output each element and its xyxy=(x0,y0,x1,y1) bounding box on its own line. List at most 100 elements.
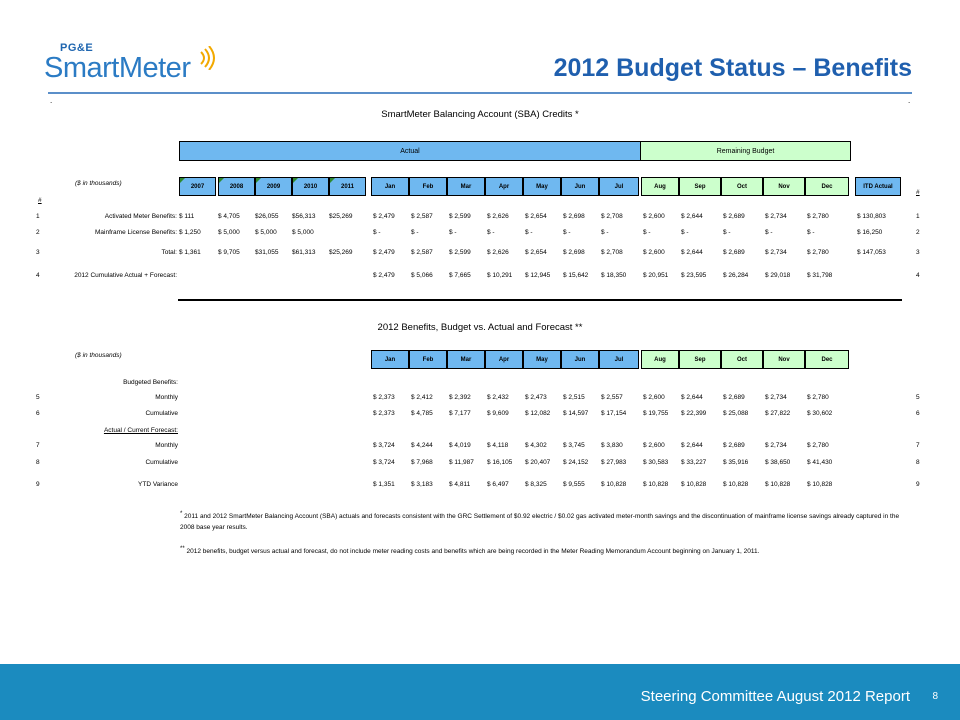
section-separator xyxy=(178,299,902,301)
row-label: Monthly xyxy=(155,394,178,401)
month-header: Aug xyxy=(641,350,679,369)
logo-smartmeter-text: SmartMeter xyxy=(44,52,191,84)
page-title: 2012 Budget Status – Benefits xyxy=(553,54,912,82)
month-header: Dec xyxy=(805,350,849,369)
month-header: Dec xyxy=(805,177,849,196)
table-cell: $ - xyxy=(643,229,651,236)
table-cell: $ 27,983 xyxy=(601,459,627,466)
table-cell: $ 18,350 xyxy=(601,272,627,279)
footnote-text: 2011 and 2012 SmartMeter Balancing Accou… xyxy=(180,513,900,532)
table-cell: $ 2,698 xyxy=(563,249,585,256)
table-cell: $ 2,600 xyxy=(643,442,665,449)
table-cell: $ 16,105 xyxy=(487,459,513,466)
table-cell: $ 12,945 xyxy=(525,272,551,279)
year-header: 2008 xyxy=(218,177,255,196)
month-header: Jul xyxy=(599,177,639,196)
footnote-text: 2012 benefits, budget versus actual and … xyxy=(186,548,760,556)
row-number: 5 xyxy=(916,394,920,401)
footnote-1: * 2011 and 2012 SmartMeter Balancing Acc… xyxy=(180,509,900,533)
footer-report-title: Steering Committee August 2012 Report xyxy=(640,688,910,705)
table2-title: 2012 Benefits, Budget vs. Actual and For… xyxy=(377,322,583,333)
table-cell: $ 2,708 xyxy=(601,249,623,256)
table-cell: $ 2,600 xyxy=(643,394,665,401)
table-cell: $ 2,780 xyxy=(807,394,829,401)
table-cell: $ - xyxy=(563,229,571,236)
units-label: ($ in thousands) xyxy=(75,180,122,187)
row-label: Cumulative xyxy=(145,459,178,466)
remaining-budget-band: Remaining Budget xyxy=(640,141,851,161)
table-cell: $ - xyxy=(487,229,495,236)
table-cell: $ 2,479 xyxy=(373,272,395,279)
table-cell: $ 2,557 xyxy=(601,394,623,401)
table-cell: $ 2,689 xyxy=(723,442,745,449)
month-header: Sep xyxy=(679,350,721,369)
table-cell: $ 2,689 xyxy=(723,249,745,256)
table-cell: $ - xyxy=(525,229,533,236)
footer-bar: Steering Committee August 2012 Report 8 xyxy=(0,664,960,720)
month-header: Jan xyxy=(371,350,409,369)
month-header: Oct xyxy=(721,177,763,196)
row-number: 3 xyxy=(36,249,40,256)
corner-dot: . xyxy=(50,96,53,105)
table-cell: $ 10,828 xyxy=(765,481,791,488)
table-cell: $ - xyxy=(449,229,457,236)
month-header: Jun xyxy=(561,177,599,196)
table-cell: $ 2,600 xyxy=(643,249,665,256)
row-number: 8 xyxy=(36,459,40,466)
table-cell: $ 2,599 xyxy=(449,213,471,220)
table-cell: $ 35,916 xyxy=(723,459,749,466)
table-cell: $ 4,811 xyxy=(449,481,471,488)
month-header: Feb xyxy=(409,350,447,369)
table-cell: $ 26,284 xyxy=(723,272,749,279)
table-cell: $ 20,407 xyxy=(525,459,551,466)
table-cell: $ 2,412 xyxy=(411,394,433,401)
table-cell: $ 19,755 xyxy=(643,410,669,417)
table-cell: $ 2,479 xyxy=(373,249,395,256)
year-header: 2007 xyxy=(179,177,216,196)
table-cell: $ 2,515 xyxy=(563,394,585,401)
table-cell: $ 29,018 xyxy=(765,272,791,279)
table-cell: $ 30,583 xyxy=(643,459,669,466)
table-cell: $ 10,828 xyxy=(643,481,669,488)
itd-header: ITD Actual xyxy=(855,177,901,196)
table-cell: $ 2,392 xyxy=(449,394,471,401)
table-cell: $ 33,227 xyxy=(681,459,707,466)
table-cell: $56,313 xyxy=(292,213,316,220)
table-cell: $ 5,000 xyxy=(255,229,277,236)
table-cell: $ 2,587 xyxy=(411,249,433,256)
table-cell: $ 10,828 xyxy=(601,481,627,488)
month-header: May xyxy=(523,177,561,196)
table-cell: $ 5,000 xyxy=(292,229,314,236)
table-cell: $ 2,644 xyxy=(681,442,703,449)
table-cell: $ 2,587 xyxy=(411,213,433,220)
table-cell: $ 2,626 xyxy=(487,213,509,220)
logo-pge-text: PG&E xyxy=(60,42,94,54)
month-header: Jul xyxy=(599,350,639,369)
table-cell: $ 22,399 xyxy=(681,410,707,417)
row-number: 2 xyxy=(36,229,40,236)
table-cell: $ 4,302 xyxy=(525,442,547,449)
table-cell: $ 2,373 xyxy=(373,410,395,417)
month-header: Mar xyxy=(447,350,485,369)
table-cell: $ 3,724 xyxy=(373,459,395,466)
month-header: Feb xyxy=(409,177,447,196)
table-cell: $ 41,430 xyxy=(807,459,833,466)
table-cell: $ 2,689 xyxy=(723,213,745,220)
table-cell: $ 17,154 xyxy=(601,410,627,417)
month-header: Nov xyxy=(763,350,805,369)
table-cell: $ 3,724 xyxy=(373,442,395,449)
table-cell: $ 11,987 xyxy=(449,459,474,466)
row-number-header: # xyxy=(38,197,42,204)
table-cell: $ 7,177 xyxy=(449,410,471,417)
table-cell: $ 2,734 xyxy=(765,213,787,220)
units-label: ($ in thousands) xyxy=(75,352,122,359)
table-cell: $ - xyxy=(765,229,773,236)
footnote-marker: * xyxy=(180,511,183,517)
row-number: 2 xyxy=(916,229,920,236)
row-number: 6 xyxy=(36,410,40,417)
table-cell: $ 4,244 xyxy=(411,442,433,449)
table-cell: $ 4,118 xyxy=(487,442,509,449)
table-cell: $ 9,555 xyxy=(563,481,585,488)
table-cell: $ - xyxy=(681,229,689,236)
table-cell: $ 9,705 xyxy=(218,249,240,256)
